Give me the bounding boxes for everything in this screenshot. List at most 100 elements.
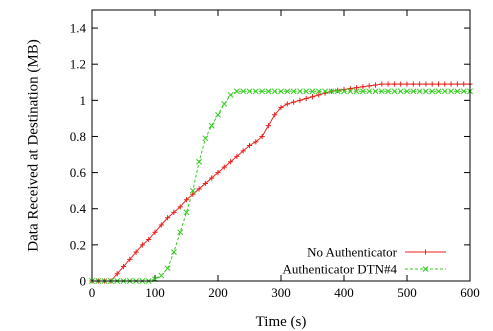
data-point xyxy=(410,81,416,87)
legend-entry: No Authenticator xyxy=(307,245,446,260)
data-point xyxy=(435,81,442,87)
axis-ticks: 0 100 200 300 400 500 600 0 0.2 0.4 0.6 0.8 1 1.2 1.4 xyxy=(70,10,480,300)
data-point xyxy=(265,88,272,95)
data-point xyxy=(404,88,410,95)
data-point xyxy=(209,175,215,181)
data-point xyxy=(171,209,177,215)
data-point xyxy=(221,100,228,107)
data-point xyxy=(309,88,316,95)
series-layer xyxy=(89,81,473,284)
data-point xyxy=(454,88,461,95)
data-point xyxy=(316,92,322,98)
data-point xyxy=(246,88,253,95)
data-point xyxy=(309,94,316,100)
data-point xyxy=(234,153,240,159)
data-point xyxy=(158,272,165,279)
x-axis-label: Time (s) xyxy=(256,314,307,330)
y-tick-label: 0 xyxy=(80,274,87,289)
data-point xyxy=(379,81,385,87)
data-point xyxy=(291,99,297,105)
data-point xyxy=(359,88,366,95)
data-point xyxy=(259,133,265,140)
data-point xyxy=(215,170,221,176)
data-point xyxy=(353,88,360,95)
data-point xyxy=(397,88,404,95)
data-point xyxy=(347,88,354,95)
x-tick-label: 200 xyxy=(208,285,228,300)
data-point xyxy=(284,88,291,95)
data-point xyxy=(208,122,215,129)
data-point xyxy=(196,186,202,192)
data-point xyxy=(177,229,184,236)
data-point xyxy=(398,81,404,87)
data-point xyxy=(391,81,397,87)
data-point xyxy=(296,88,303,95)
data-point xyxy=(422,88,429,95)
data-point xyxy=(290,88,297,95)
data-point xyxy=(372,88,379,95)
data-point xyxy=(189,187,196,194)
data-point xyxy=(404,81,410,87)
x-tick-label: 0 xyxy=(89,285,96,300)
data-point xyxy=(334,88,341,95)
data-point xyxy=(252,88,259,95)
legend-label: Authenticator DTN#4 xyxy=(283,262,398,277)
data-point xyxy=(391,88,398,95)
data-point xyxy=(335,87,341,93)
legend-marker xyxy=(422,266,429,272)
data-point xyxy=(385,88,392,95)
y-tick-label: 0.8 xyxy=(70,129,86,144)
data-point xyxy=(354,85,360,91)
data-point xyxy=(429,81,435,87)
data-point xyxy=(177,204,183,210)
data-point xyxy=(202,180,208,187)
data-point xyxy=(240,88,247,95)
y-tick-label: 0.4 xyxy=(70,201,87,216)
legend-marker xyxy=(422,249,429,255)
data-point xyxy=(246,142,253,149)
data-point xyxy=(253,139,259,145)
legend-entry: Authenticator DTN#4 xyxy=(283,262,446,277)
legend-label: No Authenticator xyxy=(307,245,398,260)
data-point xyxy=(228,159,234,165)
x-tick-label: 600 xyxy=(460,285,480,300)
data-point xyxy=(139,242,145,248)
data-point xyxy=(347,85,353,92)
data-point xyxy=(170,249,177,256)
data-point xyxy=(442,81,448,87)
data-point xyxy=(297,97,303,103)
data-point xyxy=(461,81,467,87)
x-tick-label: 100 xyxy=(145,285,165,300)
data-point xyxy=(227,91,234,98)
data-point xyxy=(360,84,366,90)
data-point xyxy=(271,88,278,95)
data-point xyxy=(164,265,171,272)
data-point xyxy=(423,81,429,87)
data-point xyxy=(328,88,335,95)
data-point xyxy=(284,101,290,107)
y-tick-label: 1 xyxy=(80,93,87,108)
x-tick-label: 500 xyxy=(397,285,417,300)
data-point xyxy=(120,263,127,270)
data-point xyxy=(233,88,240,95)
series-1 xyxy=(89,81,473,284)
data-point xyxy=(127,256,133,262)
data-point xyxy=(385,81,391,87)
data-point xyxy=(183,197,190,203)
x-tick-label: 400 xyxy=(334,285,354,300)
data-point xyxy=(221,164,227,170)
data-point xyxy=(454,81,460,87)
data-point xyxy=(303,88,310,95)
data-point xyxy=(152,229,158,235)
data-point xyxy=(190,191,196,197)
data-point xyxy=(341,88,347,95)
data-point xyxy=(215,111,221,118)
data-point xyxy=(265,123,271,129)
data-point xyxy=(278,104,284,111)
data-point xyxy=(429,88,436,95)
y-tick-label: 0.6 xyxy=(70,165,87,180)
data-point xyxy=(165,215,171,221)
series-line xyxy=(92,90,470,282)
data-point xyxy=(460,88,467,95)
